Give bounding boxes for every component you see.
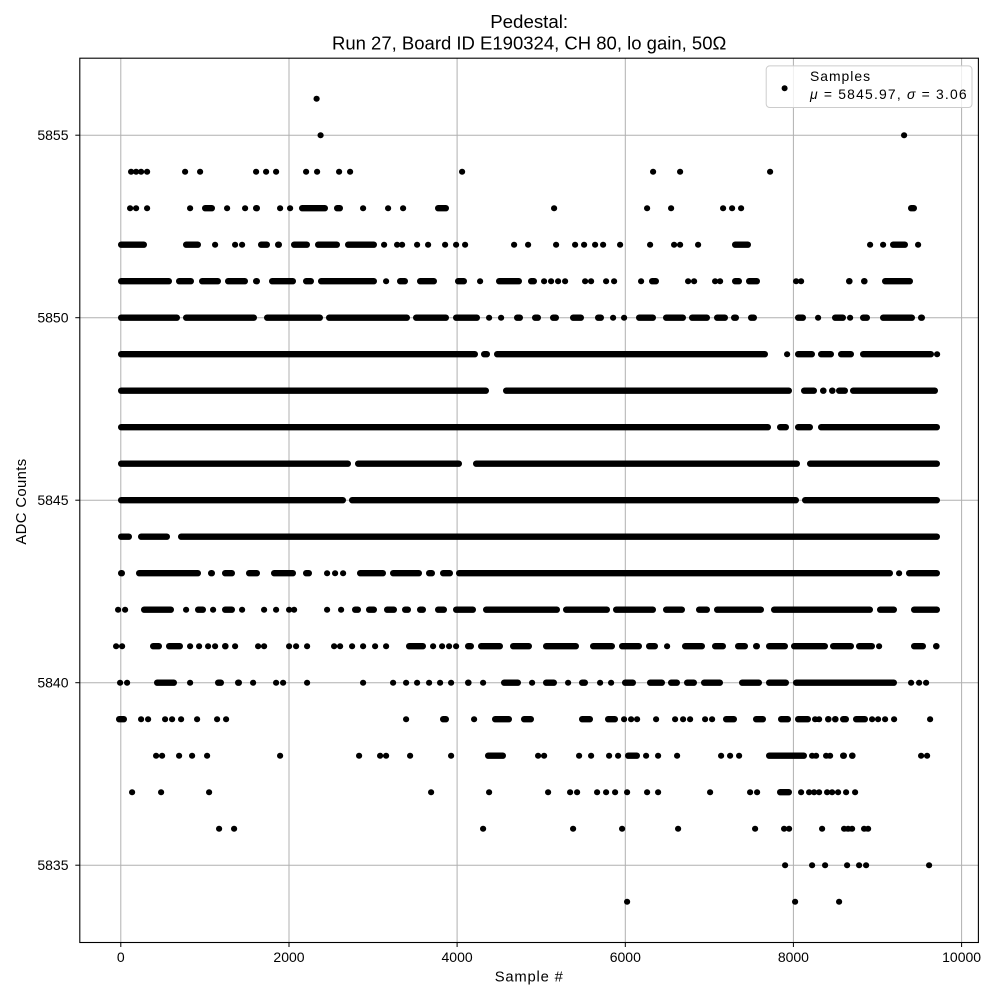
svg-text:4000: 4000 [442, 949, 473, 965]
svg-text:6000: 6000 [610, 949, 641, 965]
svg-text:5855: 5855 [37, 127, 68, 143]
svg-text:5835: 5835 [37, 857, 68, 873]
svg-text:5845: 5845 [37, 492, 68, 508]
svg-text:8000: 8000 [778, 949, 809, 965]
svg-text:μ = 5845.97, σ = 3.06: μ = 5845.97, σ = 3.06 [809, 86, 968, 102]
svg-text:ADC Counts: ADC Counts [14, 458, 30, 544]
svg-text:Pedestal:: Pedestal: [490, 11, 568, 32]
svg-text:Sample #: Sample # [495, 970, 564, 986]
svg-text:10000: 10000 [942, 949, 981, 965]
svg-text:5840: 5840 [37, 674, 68, 690]
svg-text:0: 0 [117, 949, 125, 965]
svg-text:Run 27, Board ID E190324, CH 8: Run 27, Board ID E190324, CH 80, lo gain… [332, 32, 727, 53]
svg-text:5850: 5850 [37, 309, 68, 325]
svg-text:Samples: Samples [810, 68, 871, 84]
svg-text:2000: 2000 [273, 949, 304, 965]
